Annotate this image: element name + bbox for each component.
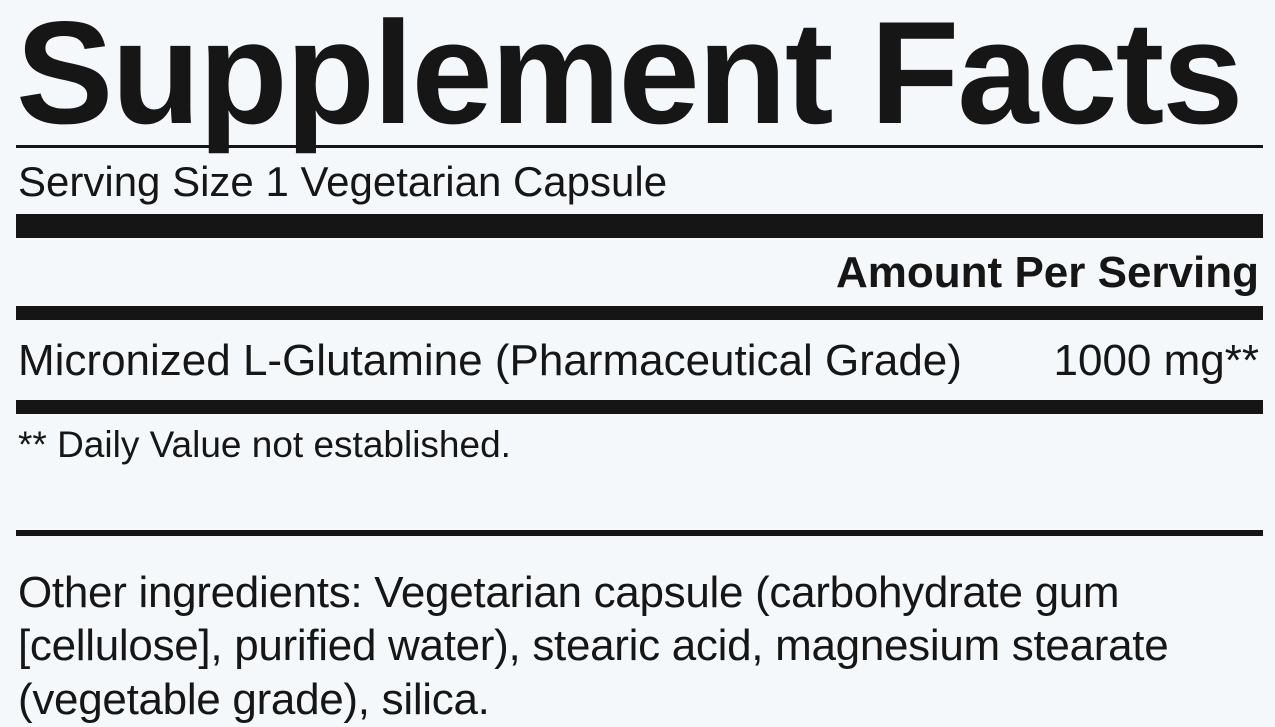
serving-size-line: Serving Size 1 Vegetarian Capsule [16,148,1263,214]
ingredient-amount: 1000 mg** [1054,336,1259,386]
panel-title: Supplement Facts [16,0,1263,145]
rule-under-ingredient [16,400,1263,414]
ingredient-name: Micronized L-Glutamine (Pharmaceutical G… [18,336,962,386]
rule-under-amount-header [16,306,1263,320]
other-ingredients: Other ingredients: Vegetarian capsule (c… [16,536,1263,727]
amount-per-serving-header: Amount Per Serving [836,238,1263,306]
supplement-facts-panel: Supplement Facts Serving Size 1 Vegetari… [0,0,1275,700]
rule-above-amount-header [16,214,1263,238]
ingredient-row: Micronized L-Glutamine (Pharmaceutical G… [16,320,1263,400]
daily-value-note: ** Daily Value not established. [16,414,1263,474]
